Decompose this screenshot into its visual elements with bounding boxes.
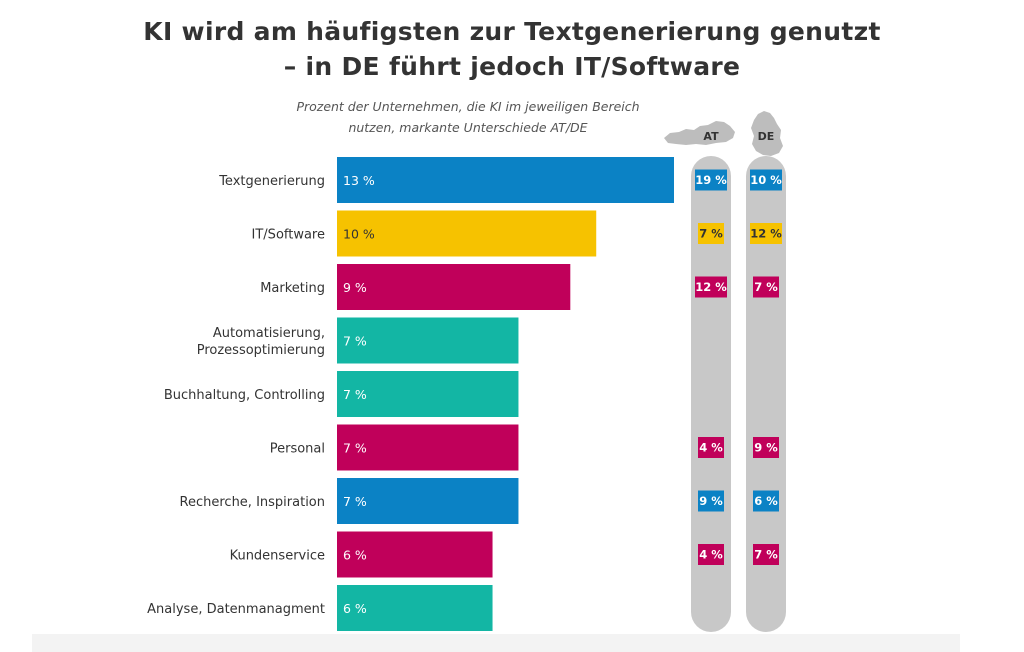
de-value-badge-label: 9 % bbox=[754, 441, 778, 455]
at-column-pill bbox=[691, 156, 731, 632]
at-column-label: AT bbox=[703, 130, 719, 143]
bar-value-label: 7 % bbox=[343, 387, 367, 402]
category-label: Buchhaltung, Controlling bbox=[164, 388, 325, 403]
category-label: Automatisierung, bbox=[213, 326, 325, 341]
category-label: Analyse, Datenmanagment bbox=[147, 602, 325, 617]
at-value-badge-label: 4 % bbox=[699, 548, 723, 562]
bar-value-label: 9 % bbox=[343, 280, 367, 295]
bar bbox=[337, 317, 519, 364]
de-value-badge bbox=[753, 437, 779, 458]
de-value-badge-label: 7 % bbox=[754, 548, 778, 562]
germany-map-icon bbox=[751, 111, 783, 156]
at-value-badge bbox=[695, 169, 727, 191]
at-value-badge-label: 7 % bbox=[699, 227, 723, 241]
bar bbox=[337, 478, 519, 524]
category-label: Marketing bbox=[260, 281, 325, 296]
bar-value-label: 6 % bbox=[343, 548, 367, 563]
chart-title-line1: KI wird am häufigsten zur Textgenerierun… bbox=[143, 17, 881, 46]
at-value-badge-label: 4 % bbox=[699, 441, 723, 455]
chart-title: KI wird am häufigsten zur Textgenerierun… bbox=[0, 14, 1024, 84]
bar bbox=[337, 531, 493, 578]
de-value-badge-label: 7 % bbox=[754, 280, 778, 294]
bar-value-label: 6 % bbox=[343, 601, 367, 616]
at-value-badge bbox=[698, 223, 724, 244]
bar-value-label: 7 % bbox=[343, 441, 367, 456]
bar-value-label: 13 % bbox=[343, 173, 375, 188]
de-value-badge bbox=[750, 223, 782, 244]
austria-map-icon bbox=[664, 121, 735, 145]
de-value-badge bbox=[750, 169, 782, 191]
de-column-label: DE bbox=[758, 130, 775, 143]
at-value-badge bbox=[695, 276, 727, 298]
category-label: Kundenservice bbox=[230, 549, 325, 564]
de-value-badge bbox=[753, 490, 779, 512]
de-value-badge-label: 12 % bbox=[750, 227, 782, 241]
category-label: Textgenerierung bbox=[218, 174, 325, 189]
at-value-badge bbox=[698, 437, 724, 458]
at-value-badge-label: 19 % bbox=[695, 173, 727, 187]
de-value-badge bbox=[753, 544, 779, 565]
bar bbox=[337, 371, 519, 417]
at-value-badge-label: 12 % bbox=[695, 280, 727, 294]
chart-subtitle: Prozent der Unternehmen, die KI im jewei… bbox=[268, 96, 668, 138]
de-value-badge bbox=[753, 276, 779, 298]
bar bbox=[337, 157, 674, 203]
bar bbox=[337, 264, 571, 310]
category-label: Prozessoptimierung bbox=[197, 343, 325, 358]
footer-strip bbox=[32, 634, 960, 652]
bar bbox=[337, 210, 597, 257]
at-value-badge-label: 9 % bbox=[699, 494, 723, 508]
de-value-badge-label: 10 % bbox=[750, 173, 782, 187]
category-label: Personal bbox=[270, 442, 325, 457]
chart-subtitle-line2: nutzen, markante Unterschiede AT/DE bbox=[348, 120, 588, 135]
de-value-badge-label: 6 % bbox=[754, 494, 778, 508]
bar-value-label: 10 % bbox=[343, 227, 375, 242]
bar-value-label: 7 % bbox=[343, 334, 367, 349]
de-column-pill bbox=[746, 156, 786, 632]
chart-title-line2: – in DE führt jedoch IT/Software bbox=[283, 52, 741, 81]
chart-subtitle-line1: Prozent der Unternehmen, die KI im jewei… bbox=[296, 99, 640, 114]
bar bbox=[337, 585, 493, 631]
category-label: Recherche, Inspiration bbox=[180, 495, 325, 510]
bar bbox=[337, 424, 519, 471]
category-label: IT/Software bbox=[252, 228, 325, 243]
bar-value-label: 7 % bbox=[343, 494, 367, 509]
at-value-badge bbox=[698, 544, 724, 565]
at-value-badge bbox=[698, 490, 724, 512]
